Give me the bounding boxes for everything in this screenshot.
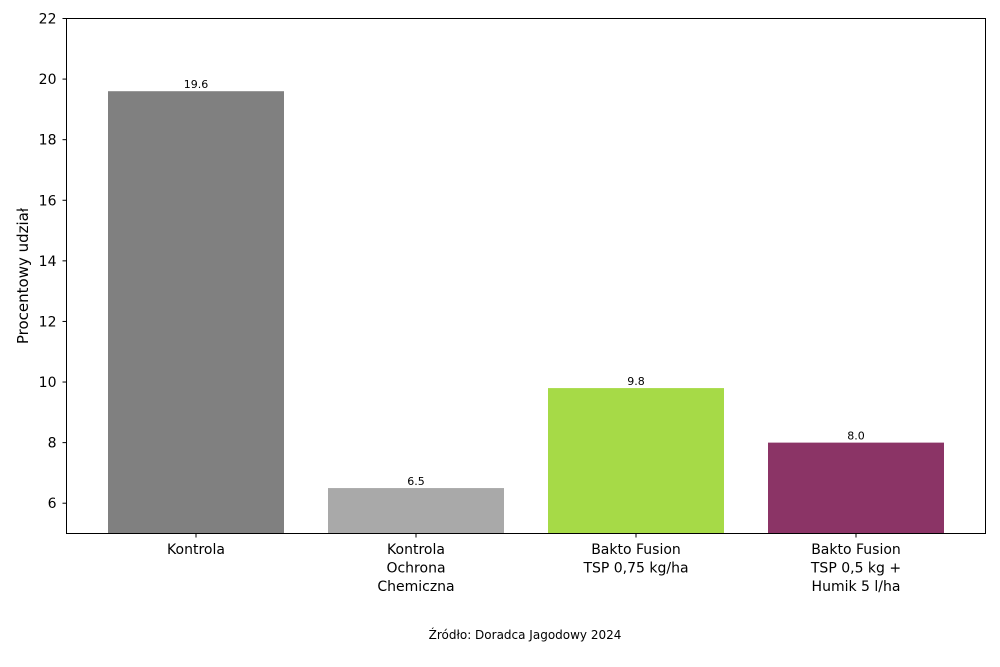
- bar-0: [108, 91, 284, 534]
- x-category-line: Bakto Fusion: [811, 542, 901, 558]
- y-tick-label: 12: [39, 314, 57, 330]
- value-label-1: 6.5: [407, 475, 425, 488]
- bar-3: [768, 442, 944, 534]
- value-labels-group: 19.6 6.5 9.8 8.0: [184, 78, 865, 488]
- x-category-label-3: Bakto Fusion TSP 0,5 kg + Humik 5 l/ha: [810, 542, 901, 595]
- plot-frame: [66, 18, 986, 534]
- x-category-label-2: Bakto Fusion TSP 0,75 kg/ha: [582, 542, 688, 577]
- y-tick-label: 14: [39, 254, 57, 270]
- x-category-line: Ochrona: [386, 561, 445, 577]
- y-tick-label: 20: [39, 72, 57, 88]
- x-category-label-1: Kontrola Ochrona Chemiczna: [377, 542, 454, 595]
- x-category-line: TSP 0,5 kg +: [810, 561, 901, 577]
- source-note: Źródło: Doradca Jagodowy 2024: [429, 627, 622, 642]
- bars-group: [108, 91, 944, 534]
- x-axis: Kontrola Kontrola Ochrona Chemiczna Bakto Fu…: [167, 533, 901, 595]
- x-category-line: Kontrola: [387, 542, 445, 558]
- y-axis-title: Procentowy udział: [14, 207, 32, 344]
- bar-2: [548, 388, 724, 534]
- x-category-label-0: Kontrola: [167, 542, 225, 558]
- value-label-3: 8.0: [847, 430, 865, 443]
- y-tick-label: 6: [48, 496, 57, 512]
- y-tick-label: 18: [39, 133, 57, 149]
- value-label-0: 19.6: [184, 78, 209, 91]
- y-tick-label: 22: [39, 12, 57, 28]
- bar-1: [328, 488, 504, 534]
- x-category-line: TSP 0,75 kg/ha: [582, 561, 688, 577]
- value-label-2: 9.8: [627, 375, 645, 388]
- y-axis: 6 8 10 12 14 16 18 20 22: [39, 12, 67, 512]
- y-tick-label: 16: [39, 193, 57, 209]
- y-tick-label: 10: [39, 375, 57, 391]
- x-category-line: Chemiczna: [377, 579, 454, 595]
- y-tick-label: 8: [48, 436, 57, 452]
- x-category-line: Kontrola: [167, 542, 225, 558]
- x-category-line: Bakto Fusion: [591, 542, 681, 558]
- x-category-line: Humik 5 l/ha: [812, 579, 901, 595]
